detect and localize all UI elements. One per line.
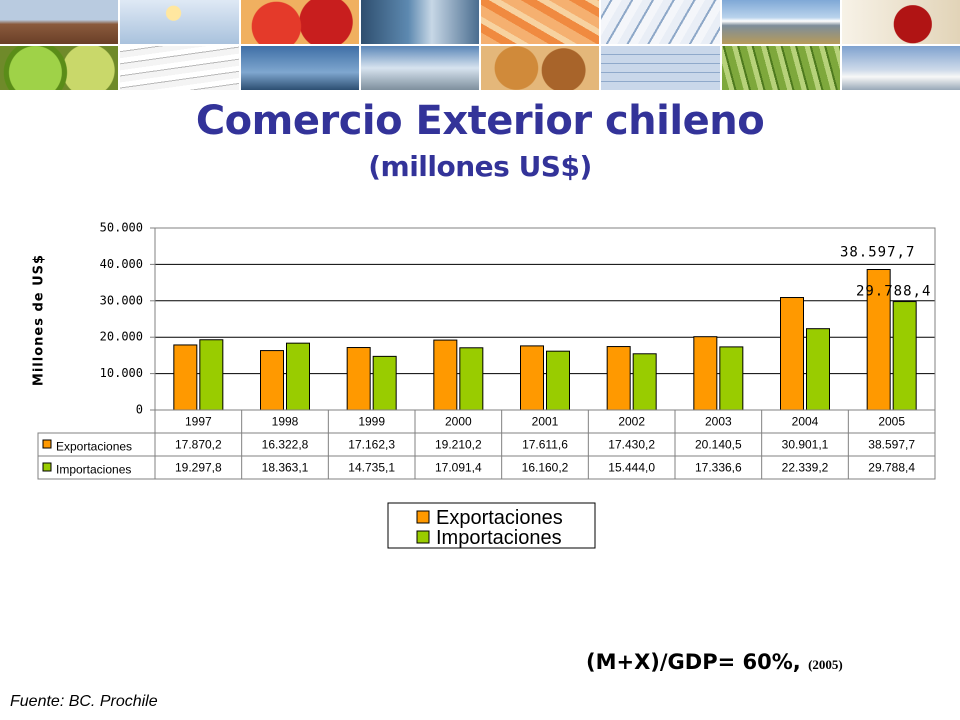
category-label-1998: 1998	[272, 415, 299, 429]
bar-importaciones-1998	[286, 342, 310, 411]
table-swatch-exportaciones	[42, 439, 52, 449]
data-table: 1997 1998 1999 2000 2001 2002 2003 2004 2005 Expo…	[37, 409, 936, 480]
table-cell-exportaciones-1999: 17.162,3	[348, 438, 395, 452]
photo-condor	[120, 0, 239, 44]
photo-grid-paper	[601, 46, 720, 90]
table-cell-importaciones-1999: 14.735,1	[348, 461, 395, 475]
plot-area	[155, 228, 935, 410]
photo-salmon	[481, 0, 600, 44]
photo-newspaper	[120, 46, 239, 90]
legend-swatch-importaciones	[416, 530, 430, 544]
slide-subtitle: (millones US$)	[368, 150, 592, 183]
table-cell-importaciones-1997: 19.297,8	[175, 461, 222, 475]
y-axis-label: Millones de US$	[32, 254, 47, 386]
photo-apples	[240, 0, 359, 44]
bar-importaciones-1999	[372, 355, 397, 411]
table-swatch-importaciones	[42, 462, 52, 472]
table-row-label-exportaciones: Exportaciones	[56, 440, 132, 454]
table-cell-importaciones-2000: 17.091,4	[435, 461, 482, 475]
photo-snow-peaks	[841, 46, 960, 90]
bar-exportaciones-1997	[173, 344, 198, 411]
gridlines	[155, 263, 935, 375]
photo-kiwi	[0, 46, 119, 90]
y-tick-label: 50.000	[100, 221, 143, 235]
bar-importaciones-1997	[199, 339, 224, 411]
slide-title: Comercio Exterior chileno	[195, 98, 765, 144]
legend-label-importaciones: Importaciones	[436, 527, 562, 549]
bars	[173, 269, 917, 411]
trade-bar-chart: 0 10.000 20.000 30.000 40.000 50.000 Millones…	[32, 221, 936, 549]
bar-exportaciones-2004	[780, 297, 804, 411]
photo-lake	[360, 46, 479, 90]
photo-banner	[0, 0, 960, 90]
photo-wine	[841, 0, 960, 44]
bar-exportaciones-1999	[346, 347, 371, 411]
photo-glacier	[240, 46, 359, 90]
photo-asparagus	[721, 46, 840, 90]
table-cell-exportaciones-2005: 38.597,7	[868, 438, 915, 452]
ratio-year: (2005)	[808, 657, 843, 672]
table-cell-exportaciones-2003: 20.140,5	[695, 438, 742, 452]
bar-importaciones-2005	[892, 301, 917, 411]
bar-exportaciones-2001	[520, 345, 544, 411]
bar-importaciones-2001	[546, 350, 570, 411]
bar-importaciones-2003	[719, 346, 744, 411]
table-cell-exportaciones-2001: 17.611,6	[522, 438, 568, 452]
y-axis-ticks: 0 10.000 20.000 30.000 40.000 50.000	[100, 221, 155, 417]
table-cell-exportaciones-2004: 30.901,1	[782, 438, 829, 452]
bar-importaciones-2000	[459, 347, 484, 411]
table-cell-exportaciones-2002: 17.430,2	[608, 438, 655, 452]
trade-gdp-ratio: (M+X)/GDP= 60%, (2005)	[586, 650, 843, 674]
photo-nuts	[481, 46, 600, 90]
category-label-2000: 2000	[445, 415, 472, 429]
photo-businessman	[360, 0, 479, 44]
bar-annotations: 38.597,7 29.788,4	[840, 245, 931, 300]
y-tick-label: 40.000	[100, 257, 143, 271]
table-cell-importaciones-2002: 15.444,0	[608, 461, 655, 475]
bar-importaciones-2004	[806, 328, 830, 411]
bar-exportaciones-2003	[693, 336, 718, 411]
table-cell-exportaciones-1997: 17.870,2	[175, 438, 222, 452]
category-label-2001: 2001	[532, 415, 559, 429]
legend-label-exportaciones: Exportaciones	[436, 507, 563, 529]
y-tick-label: 10.000	[100, 366, 143, 380]
category-label-2002: 2002	[618, 415, 645, 429]
table-row-label-importaciones: Importaciones	[56, 463, 131, 477]
table-cell-importaciones-2005: 29.788,4	[868, 461, 915, 475]
table-cell-importaciones-2001: 16.160,2	[522, 461, 569, 475]
bar-exportaciones-1998	[260, 350, 284, 411]
y-tick-label: 0	[136, 403, 143, 417]
photo-documents	[601, 0, 720, 44]
legend: Exportaciones Importaciones	[387, 502, 596, 549]
table-cell-exportaciones-2000: 19.210,2	[435, 438, 482, 452]
data-label-exportaciones-2005: 38.597,7	[840, 245, 915, 261]
ratio-text: (M+X)/GDP= 60%,	[586, 650, 801, 674]
y-tick-label: 20.000	[100, 330, 143, 344]
category-label-1997: 1997	[185, 415, 212, 429]
data-label-importaciones-2005: 29.788,4	[856, 284, 931, 300]
table-cell-importaciones-2004: 22.339,2	[782, 461, 829, 475]
category-label-1999: 1999	[358, 415, 385, 429]
table-cell-exportaciones-1998: 16.322,8	[262, 438, 309, 452]
y-tick-label: 30.000	[100, 293, 143, 307]
category-label-2003: 2003	[705, 415, 732, 429]
legend-swatch-exportaciones	[416, 510, 430, 524]
table-cell-importaciones-2003: 17.336,6	[695, 461, 742, 475]
category-label-2005: 2005	[878, 415, 905, 429]
photo-volcano	[721, 0, 840, 44]
category-label-2004: 2004	[792, 415, 819, 429]
photo-mountains	[0, 0, 119, 44]
bar-importaciones-2002	[632, 353, 657, 411]
bar-exportaciones-2000	[433, 339, 458, 411]
source-note: Fuente: BC. Prochile	[10, 693, 158, 710]
bar-exportaciones-2002	[606, 346, 631, 411]
table-cell-importaciones-1998: 18.363,1	[262, 461, 309, 475]
